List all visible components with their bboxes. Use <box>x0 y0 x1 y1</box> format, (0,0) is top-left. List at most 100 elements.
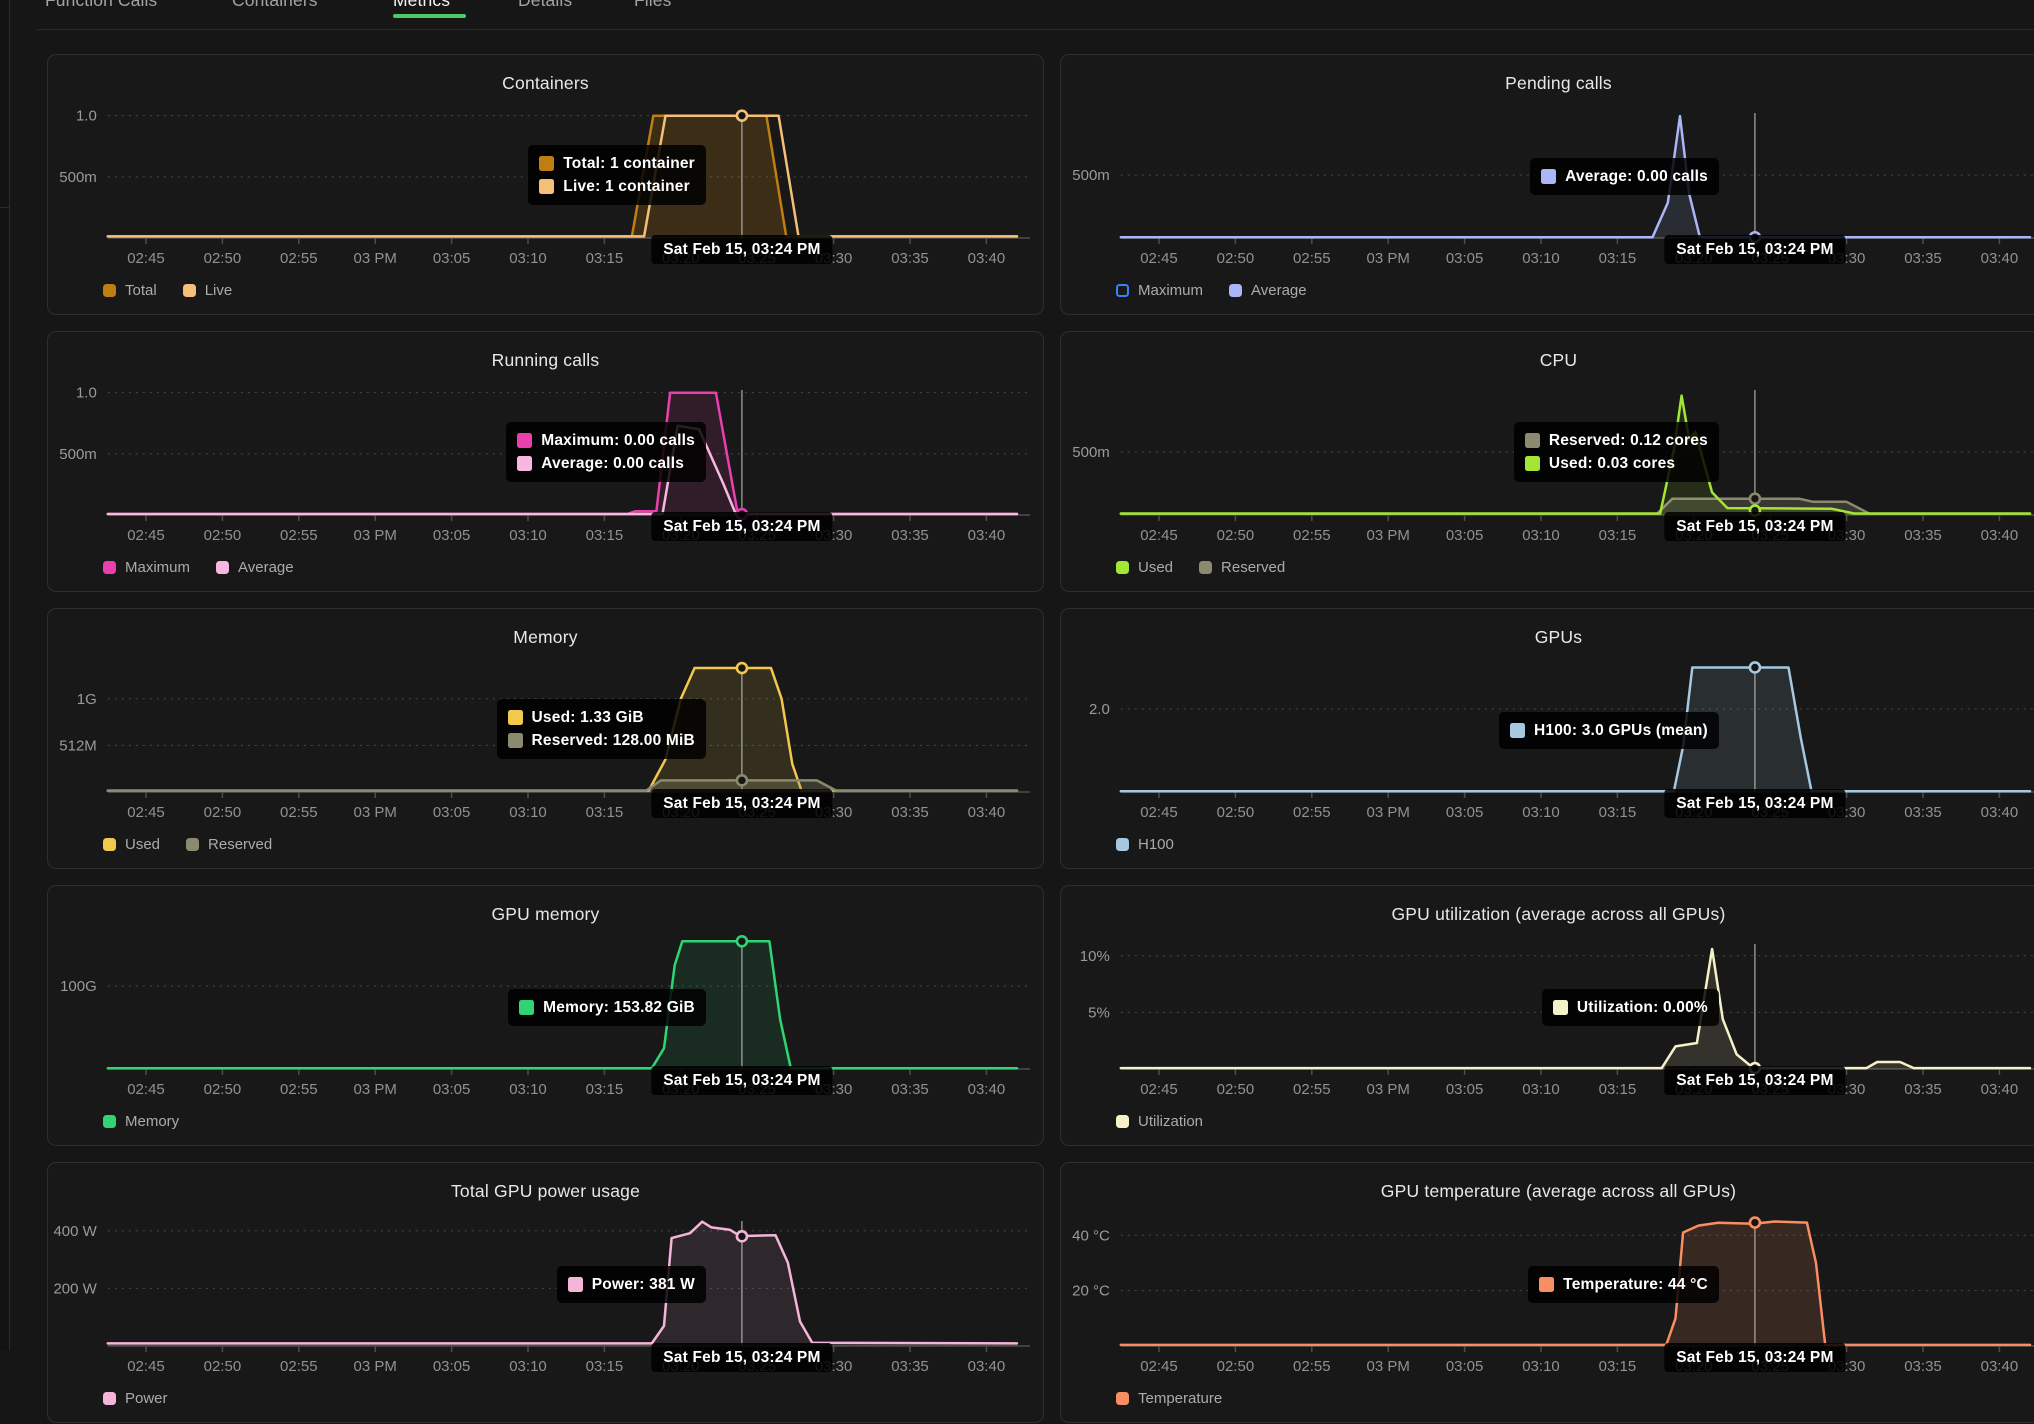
x-axis-label: 02:45 <box>127 804 165 821</box>
tab-bar: Function Calls Containers Metrics Detail… <box>0 0 2034 30</box>
x-axis-label: 03:05 <box>433 1081 471 1098</box>
x-axis-label: 03 PM <box>1367 804 1410 821</box>
chart-plot-gpu-power[interactable]: 400 W 200 W 02:45 02:50 02:55 03 PM 03:05 03:10… <box>48 1163 1045 1424</box>
x-axis-label: 03:05 <box>1446 804 1484 821</box>
series-color-swatch <box>1510 723 1526 738</box>
x-axis-label: 03:05 <box>433 804 471 821</box>
series-fill-used <box>107 668 1018 792</box>
legend-item-memory[interactable]: Memory <box>103 1113 179 1130</box>
legend-item-maximum[interactable]: Maximum <box>103 559 190 576</box>
x-axis-label: 02:50 <box>1217 804 1255 821</box>
chart-card-running-calls: Running calls 1.0 500m 02:45 02:50 02:55 03 PM… <box>47 331 1044 592</box>
time-tooltip: Sat Feb 15, 03:24 PM <box>1664 235 1846 264</box>
tooltip-value: Temperature: 44 °C <box>1563 1275 1708 1293</box>
x-axis-label: 03:35 <box>1904 1081 1942 1098</box>
chart-legend: Used Reserved <box>103 836 272 853</box>
chart-card-gpu-memory: GPU memory 100G 02:45 02:50 02:55 03 PM 03:05 0… <box>47 885 1044 1146</box>
legend-item-reserved[interactable]: Reserved <box>1199 559 1285 576</box>
x-axis-label: 03:05 <box>433 1358 471 1375</box>
chart-card-gpu-utilization: GPU utilization (average across all GPUs… <box>1060 885 2034 1146</box>
tooltip-value: Reserved: 128.00 MiB <box>531 731 695 749</box>
chart-tooltip: Utilization: 0.00% <box>1541 989 1719 1026</box>
x-axis-label: 03:10 <box>509 1358 547 1375</box>
series-line-memory <box>106 940 1019 1070</box>
series-color-swatch <box>517 433 533 448</box>
chart-tooltip: H100: 3.0 GPUs (mean) <box>1499 712 1719 749</box>
tooltip-row: Utilization: 0.00% <box>1552 996 1708 1019</box>
legend-item-utilization[interactable]: Utilization <box>1116 1113 1203 1130</box>
legend-item-temperature[interactable]: Temperature <box>1116 1390 1222 1407</box>
legend-item-used[interactable]: Used <box>103 836 160 853</box>
hover-marker <box>735 774 749 787</box>
tab-separator <box>36 29 2034 30</box>
tooltip-row: Used: 0.03 cores <box>1524 452 1708 475</box>
chart-card-gpu-temperature: GPU temperature (average across all GPUs… <box>1060 1162 2034 1423</box>
tooltip-row: Average: 0.00 calls <box>1541 165 1708 188</box>
time-tooltip: Sat Feb 15, 03:24 PM <box>1664 789 1846 818</box>
legend-item-average[interactable]: Average <box>1229 282 1307 299</box>
y-axis-label: 5% <box>1088 1004 1110 1021</box>
legend-label: Maximum <box>1138 282 1204 299</box>
time-tooltip: Sat Feb 15, 03:24 PM <box>651 789 833 818</box>
chart-tooltip: Total: 1 container Live: 1 container <box>528 145 706 205</box>
x-axis-label: 03:40 <box>968 804 1006 821</box>
x-axis-label: 02:50 <box>204 527 242 544</box>
legend-item-reserved[interactable]: Reserved <box>186 836 272 853</box>
chart-legend: Utilization <box>1116 1113 1203 1130</box>
x-axis-label: 03:40 <box>968 1358 1006 1375</box>
legend-item-power[interactable]: Power <box>103 1390 168 1407</box>
legend-item-live[interactable]: Live <box>182 282 233 299</box>
legend-label: H100 <box>1138 836 1174 853</box>
hover-marker <box>735 934 749 948</box>
tooltip-row: Memory: 153.82 GiB <box>519 996 695 1019</box>
chart-plot-gpus[interactable]: 2.0 02:45 02:50 02:55 03 PM 03:05 03:10 03:15 03… <box>1061 609 2034 870</box>
x-axis-label: 03:35 <box>1904 527 1942 544</box>
legend-color-swatch <box>103 561 116 574</box>
series-line-used <box>106 666 1019 792</box>
x-axis-label: 03:35 <box>891 527 929 544</box>
hover-marker <box>735 1230 749 1243</box>
legend-item-maximum[interactable]: Maximum <box>1116 282 1203 299</box>
y-axis-label: 20 °C <box>1072 1283 1110 1300</box>
tab-metrics[interactable]: Metrics <box>393 0 451 10</box>
tooltip-value: Used: 0.03 cores <box>1548 454 1676 472</box>
tab-details[interactable]: Details <box>518 0 573 10</box>
active-tab-indicator <box>393 14 466 18</box>
series-color-swatch <box>1524 433 1540 448</box>
legend-color-swatch <box>182 284 196 297</box>
legend-color-swatch <box>216 561 230 574</box>
tab-containers[interactable]: Containers <box>232 0 318 10</box>
tooltip-value: Used: 1.33 GiB <box>531 708 644 726</box>
legend-label: Live <box>204 282 233 299</box>
x-axis-label: 03:15 <box>586 250 624 267</box>
tooltip-value: Memory: 153.82 GiB <box>543 998 695 1016</box>
x-axis-label: 03:15 <box>586 527 624 544</box>
x-axis-label: 03:05 <box>1446 1358 1484 1375</box>
time-tooltip: Sat Feb 15, 03:24 PM <box>651 1343 833 1372</box>
legend-label: Maximum <box>125 559 191 576</box>
y-axis-label: 200 W <box>53 1280 97 1297</box>
legend-color-swatch <box>103 1115 116 1128</box>
chart-legend: Used Reserved <box>1116 559 1285 576</box>
left-panel-border <box>9 0 10 1350</box>
legend-label: Average <box>1251 282 1307 299</box>
hover-marker <box>735 661 749 675</box>
left-panel-divider <box>0 207 9 208</box>
chart-card-cpu: CPU 500m 02:45 02:50 02:55 03 PM 03:05 03:10 03:… <box>1060 331 2034 592</box>
tab-files[interactable]: Files <box>634 0 672 10</box>
y-axis-label: 512M <box>59 737 97 754</box>
legend-item-average[interactable]: Average <box>216 559 294 576</box>
x-axis-label: 03:10 <box>509 804 547 821</box>
tooltip-value: Live: 1 container <box>563 177 690 195</box>
x-axis-label: 02:50 <box>204 250 242 267</box>
hover-marker <box>1748 492 1762 505</box>
tab-function-calls[interactable]: Function Calls <box>45 0 158 10</box>
x-axis-label: 03:05 <box>433 250 471 267</box>
x-axis-label: 03 PM <box>1367 527 1410 544</box>
legend-item-h100[interactable]: H100 <box>1116 836 1174 853</box>
chart-title: Containers <box>502 73 589 93</box>
x-axis-label: 03 PM <box>354 1081 397 1098</box>
legend-item-total[interactable]: Total <box>103 282 157 299</box>
legend-item-used[interactable]: Used <box>1116 559 1173 576</box>
chart-title: Memory <box>513 627 578 647</box>
